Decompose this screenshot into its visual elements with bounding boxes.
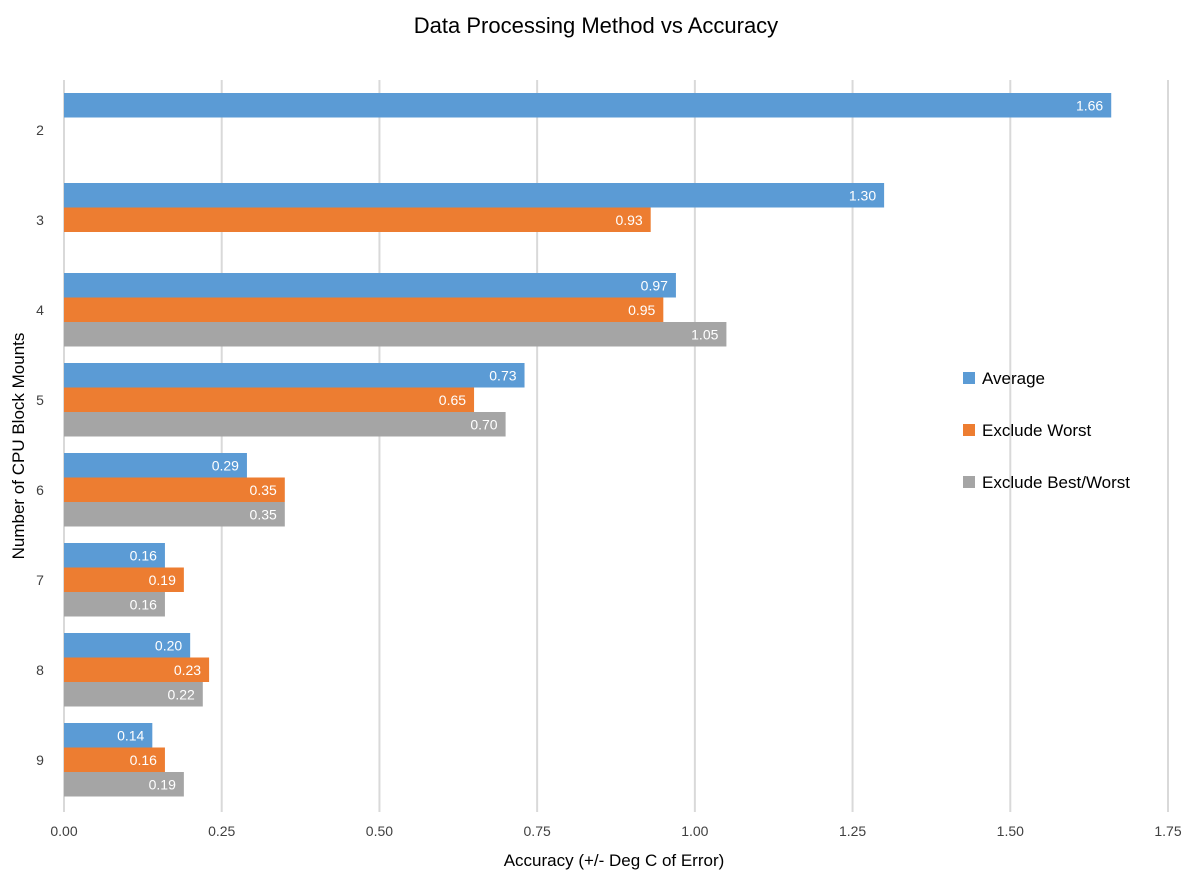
data-label: 0.65	[439, 392, 466, 408]
x-tick-label: 0.50	[366, 823, 393, 839]
bar	[64, 567, 184, 592]
y-tick-label: 6	[36, 482, 44, 498]
x-tick-label: 1.00	[681, 823, 708, 839]
data-label: 0.93	[615, 212, 642, 228]
data-label: 0.16	[130, 547, 157, 563]
x-tick-label: 1.50	[997, 823, 1024, 839]
y-tick-label: 8	[36, 662, 44, 678]
data-label: 0.70	[470, 416, 497, 432]
bar	[64, 207, 651, 232]
y-tick-label: 2	[36, 122, 44, 138]
bar	[64, 363, 525, 388]
bar	[64, 772, 184, 797]
y-tick-label: 7	[36, 572, 44, 588]
y-axis-title: Number of CPU Block Mounts	[9, 333, 28, 560]
x-tick-label: 0.25	[208, 823, 235, 839]
y-tick-label: 4	[36, 302, 44, 318]
chart-title: Data Processing Method vs Accuracy	[414, 13, 778, 38]
bar	[64, 657, 210, 682]
legend: Average Exclude Worst Exclude Best/Worst	[963, 369, 1130, 492]
bar	[64, 477, 285, 502]
data-label: 0.19	[149, 776, 176, 792]
data-label: 0.22	[168, 686, 195, 702]
data-label: 0.73	[489, 367, 516, 383]
data-label: 0.16	[130, 752, 157, 768]
data-label: 0.35	[250, 482, 277, 498]
y-tick-label: 9	[36, 752, 44, 768]
y-axis-ticks: 2 3 4 5 6 7 8 9	[36, 122, 44, 768]
x-tick-label: 1.75	[1154, 823, 1181, 839]
x-tick-label: 1.25	[839, 823, 866, 839]
bars: 1.66 1.30 0.93 0.97 0.95 1.05 0.73 0.650.70 0.29…	[64, 93, 1112, 797]
data-label: 0.97	[641, 277, 668, 293]
x-tick-label: 0.75	[524, 823, 551, 839]
legend-swatch	[963, 424, 975, 436]
data-label: 0.35	[250, 506, 277, 522]
bar	[64, 453, 247, 478]
legend-swatch	[963, 476, 975, 488]
bar	[64, 633, 191, 658]
bar	[64, 502, 285, 527]
data-label: 0.29	[212, 457, 239, 473]
x-axis-ticks: 0.00 0.25 0.50 0.75 1.00 1.25 1.50 1.75	[50, 823, 1181, 839]
bar	[64, 592, 165, 617]
bar	[64, 387, 475, 412]
bar	[64, 412, 506, 437]
data-label: 0.16	[130, 596, 157, 612]
data-label: 1.05	[691, 326, 718, 342]
legend-label: Exclude Worst	[982, 421, 1092, 440]
legend-label: Average	[982, 369, 1045, 388]
bar	[64, 183, 885, 208]
bar	[64, 273, 676, 298]
legend-swatch	[963, 372, 975, 384]
data-label: 0.23	[174, 662, 201, 678]
data-label: 0.95	[628, 302, 655, 318]
bar	[64, 682, 203, 707]
bar	[64, 322, 727, 347]
bar	[64, 747, 165, 772]
data-label: 1.30	[849, 187, 876, 203]
bar	[64, 297, 664, 322]
x-axis-title: Accuracy (+/- Deg C of Error)	[504, 851, 725, 870]
data-label: 0.19	[149, 572, 176, 588]
legend-label: Exclude Best/Worst	[982, 473, 1130, 492]
y-tick-label: 3	[36, 212, 44, 228]
y-tick-label: 5	[36, 392, 44, 408]
data-label: 0.20	[155, 637, 182, 653]
x-tick-label: 0.00	[50, 823, 77, 839]
bar	[64, 93, 1112, 118]
bar	[64, 723, 153, 748]
data-label: 0.14	[117, 727, 144, 743]
bar	[64, 543, 165, 568]
data-label: 1.66	[1076, 97, 1103, 113]
